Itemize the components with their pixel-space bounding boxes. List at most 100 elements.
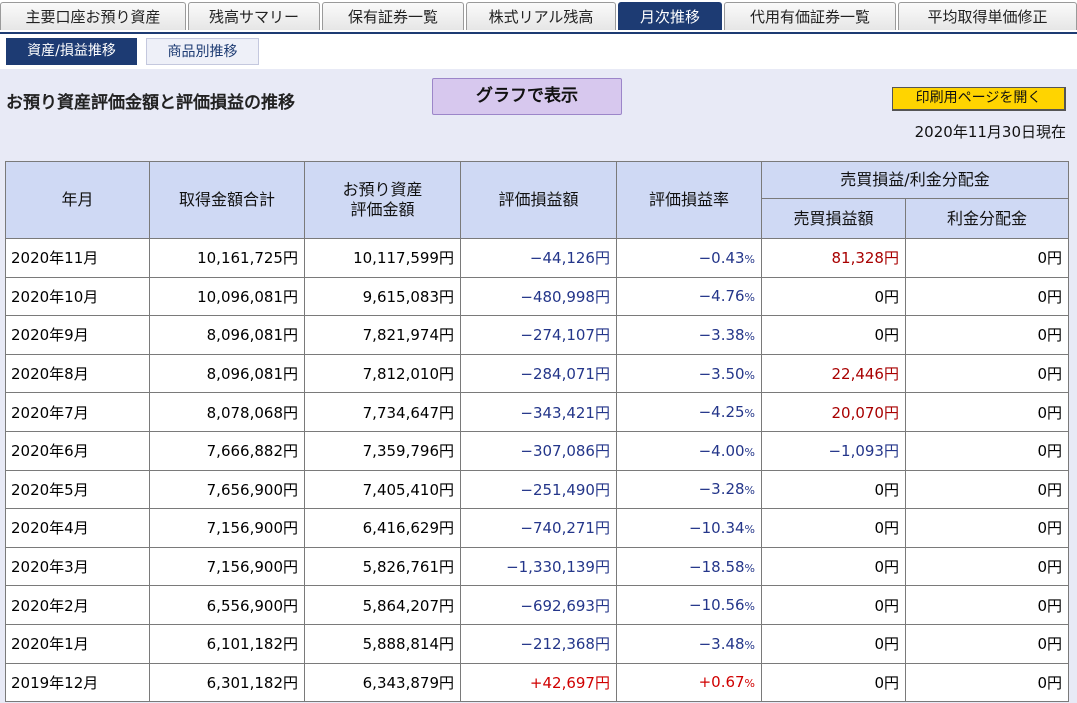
table-row: 2020年10月 10,096,081円 9,615,083円 −480,998円 −4…	[5, 276, 1069, 317]
cell-trading-pl-unit: 円	[883, 635, 899, 654]
cell-acquisition-total-value: 10,161,725	[197, 249, 283, 268]
cell-unrealized-amount-value: −343,421	[520, 403, 595, 422]
cell-unrealized-amount: −44,126円	[460, 238, 617, 278]
cell-unrealized-rate-unit: %	[744, 252, 755, 266]
cell-assets-valuation-value: 5,864,207	[362, 596, 439, 615]
tab-main-account-assets[interactable]: 主要口座お預り資産	[0, 2, 186, 30]
cell-unrealized-rate-unit: %	[744, 638, 755, 652]
cell-trading-pl-unit: 円	[883, 673, 899, 692]
cell-unrealized-amount-unit: 円	[594, 287, 610, 306]
cell-acquisition-total: 10,161,725円	[149, 238, 305, 278]
cell-unrealized-amount-unit: 円	[594, 442, 610, 461]
cell-unrealized-amount-value: −251,490	[520, 480, 595, 499]
show-graph-button[interactable]: グラフで表示	[432, 78, 622, 115]
cell-unrealized-rate: −3.48%	[616, 623, 762, 664]
header-trading-interest-group: 売買損益/利金分配金	[761, 161, 1069, 199]
cell-interest-dividend-value: 0	[1037, 635, 1047, 654]
subtab-asset-pl-trend[interactable]: 資産/損益推移	[6, 38, 137, 65]
cell-year-month-value: 2020年8月	[11, 365, 89, 384]
cell-trading-pl: −1,093円	[761, 430, 906, 471]
table-row: 2020年4月 7,156,900円 6,416,629円 −740,271円 −10.…	[5, 508, 1069, 548]
cell-trading-pl-unit: 円	[883, 403, 899, 422]
cell-interest-dividend-unit: 円	[1046, 365, 1062, 384]
cell-acquisition-total-unit: 円	[282, 326, 298, 345]
tab-holdings-list[interactable]: 保有証券一覧	[322, 2, 464, 30]
cell-interest-dividend: 0円	[905, 546, 1069, 587]
cell-assets-valuation-unit: 円	[438, 480, 454, 499]
table-body: 2020年11月 10,161,725円 10,117,599円 −44,126円 −0…	[5, 238, 1069, 703]
table-row: 2020年8月 8,096,081円 7,812,010円 −284,071円 −3.5…	[5, 353, 1069, 394]
cell-trading-pl-unit: 円	[883, 558, 899, 577]
cell-assets-valuation: 6,416,629円	[304, 508, 461, 548]
cell-trading-pl-unit: 円	[883, 249, 899, 268]
cell-assets-valuation-value: 7,359,796	[362, 442, 439, 461]
cell-interest-dividend: 0円	[905, 623, 1069, 664]
cell-interest-dividend-unit: 円	[1046, 326, 1062, 345]
cell-trading-pl-value: 0	[874, 673, 884, 692]
cell-acquisition-total-unit: 円	[282, 287, 298, 306]
table-row: 2020年6月 7,666,882円 7,359,796円 −307,086円 −4.0…	[5, 430, 1069, 471]
cell-interest-dividend-value: 0	[1037, 287, 1047, 306]
table-row: 2020年3月 7,156,900円 5,826,761円 −1,330,139円 −1…	[5, 546, 1069, 587]
cell-unrealized-rate: −3.50%	[616, 353, 762, 394]
cell-unrealized-rate: −3.38%	[616, 315, 762, 355]
cell-acquisition-total-value: 6,556,900	[206, 596, 283, 615]
cell-year-month-value: 2020年7月	[11, 403, 89, 422]
cell-interest-dividend-unit: 円	[1046, 480, 1062, 499]
tab-balance-summary[interactable]: 残高サマリー	[188, 2, 320, 30]
cell-interest-dividend: 0円	[905, 430, 1069, 471]
cell-unrealized-amount-unit: 円	[594, 519, 610, 538]
cell-assets-valuation-value: 6,416,629	[362, 519, 439, 538]
subtab-by-product-trend[interactable]: 商品別推移	[146, 38, 259, 65]
cell-interest-dividend-value: 0	[1037, 249, 1047, 268]
cell-trading-pl: 20,070円	[761, 392, 906, 432]
cell-assets-valuation-unit: 円	[438, 673, 454, 692]
cell-assets-valuation-value: 7,405,410	[362, 480, 439, 499]
open-print-page-button[interactable]: 印刷用ページを開く	[892, 87, 1066, 111]
cell-year-month: 2020年10月	[5, 276, 150, 317]
cell-assets-valuation-unit: 円	[438, 365, 454, 384]
cell-unrealized-amount: −307,086円	[460, 430, 617, 471]
cell-acquisition-total-value: 7,656,900	[206, 480, 283, 499]
sub-nav-tabs: 資産/損益推移 商品別推移	[0, 34, 1077, 69]
cell-interest-dividend-value: 0	[1037, 558, 1047, 577]
content-area: お預り資産評価金額と評価損益の推移 グラフで表示 印刷用ページを開く 2020年…	[0, 69, 1077, 703]
table-row: 2020年2月 6,556,900円 5,864,207円 −692,693円 −10.…	[5, 585, 1069, 625]
cell-interest-dividend-value: 0	[1037, 326, 1047, 345]
cell-trading-pl: 0円	[761, 546, 906, 587]
cell-assets-valuation-unit: 円	[438, 249, 454, 268]
cell-unrealized-amount-unit: 円	[594, 596, 610, 615]
cell-interest-dividend-unit: 円	[1046, 558, 1062, 577]
tab-average-cost-edit[interactable]: 平均取得単価修正	[898, 2, 1077, 30]
cell-assets-valuation: 10,117,599円	[304, 238, 461, 278]
cell-trading-pl-value: 0	[874, 287, 884, 306]
cell-unrealized-amount-value: −44,126	[529, 249, 595, 268]
tab-stock-realtime-balance[interactable]: 株式リアル残高	[466, 2, 616, 30]
cell-unrealized-amount: −480,998円	[460, 276, 617, 317]
cell-interest-dividend-value: 0	[1037, 596, 1047, 615]
cell-year-month-value: 2019年12月	[11, 673, 99, 692]
cell-trading-pl: 0円	[761, 276, 906, 317]
cell-trading-pl: 0円	[761, 469, 906, 510]
cell-trading-pl-unit: 円	[883, 596, 899, 615]
cell-acquisition-total-value: 6,301,182	[206, 673, 283, 692]
cell-interest-dividend-unit: 円	[1046, 519, 1062, 538]
cell-unrealized-rate-unit: %	[744, 484, 755, 498]
cell-acquisition-total: 8,096,081円	[149, 353, 305, 394]
cell-unrealized-rate-unit: %	[744, 561, 755, 575]
cell-trading-pl-value: 81,328	[831, 249, 884, 268]
cell-interest-dividend-value: 0	[1037, 519, 1047, 538]
cell-unrealized-rate-value: −3.38	[698, 325, 745, 344]
cell-unrealized-amount-value: −692,693	[520, 596, 595, 615]
cell-assets-valuation-unit: 円	[438, 558, 454, 577]
tab-collateral-securities[interactable]: 代用有価証券一覧	[724, 2, 896, 30]
cell-assets-valuation-value: 5,888,814	[362, 635, 439, 654]
cell-interest-dividend-unit: 円	[1046, 403, 1062, 422]
cell-assets-valuation: 5,826,761円	[304, 546, 461, 587]
cell-assets-valuation: 7,405,410円	[304, 469, 461, 510]
header-assets-line1: お預り資産	[342, 180, 423, 199]
cell-trading-pl-value: 0	[874, 596, 884, 615]
header-assets-line2: 評価金額	[350, 200, 415, 219]
cell-interest-dividend-unit: 円	[1046, 673, 1062, 692]
tab-monthly-trend[interactable]: 月次推移	[618, 2, 722, 30]
